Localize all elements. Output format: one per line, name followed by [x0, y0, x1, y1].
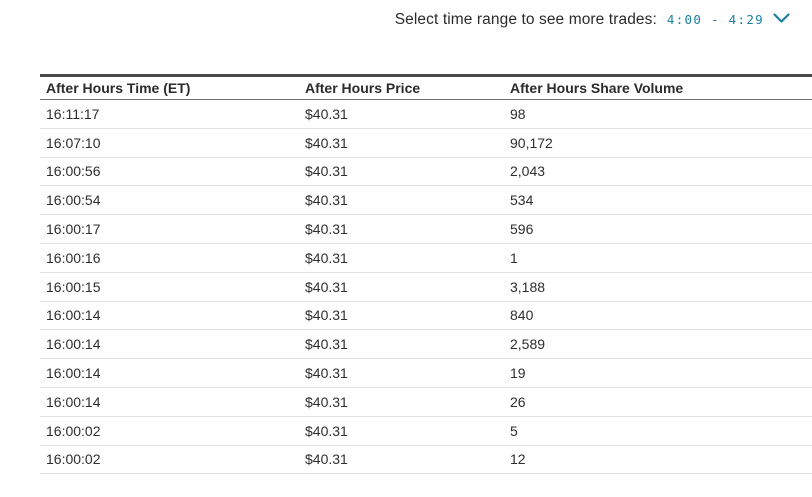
table-row: 16:00:14 $40.31 2,589 [40, 329, 812, 360]
table-row: 16:11:17 $40.31 98 [40, 99, 812, 129]
volume-cell: 534 [504, 185, 812, 216]
table-row: 16:00:14 $40.31 840 [40, 301, 812, 331]
volume-cell: 12 [504, 445, 812, 475]
price-cell: $40.31 [299, 272, 504, 302]
time-cell: 16:00:14 [40, 358, 299, 388]
time-cell: 16:00:14 [40, 329, 299, 360]
volume-cell: 3,188 [504, 272, 812, 302]
price-cell: $40.31 [299, 387, 504, 417]
price-cell: $40.31 [299, 214, 504, 244]
time-cell: 16:00:17 [40, 214, 299, 244]
volume-cell: 26 [504, 387, 812, 417]
after-hours-trades-section: After Hours Time (ET) After Hours Price … [40, 74, 812, 475]
time-cell: 16:11:17 [40, 99, 299, 129]
table-row: 16:00:56 $40.31 2,043 [40, 157, 812, 187]
price-cell: $40.31 [299, 128, 504, 158]
price-cell: $40.31 [299, 329, 504, 360]
time-cell: 16:00:14 [40, 301, 299, 331]
price-cell: $40.31 [299, 185, 504, 216]
volume-cell: 840 [504, 301, 812, 331]
volume-cell: 2,589 [504, 329, 812, 360]
time-cell: 16:00:02 [40, 416, 299, 446]
table-row: 16:00:02 $40.31 5 [40, 416, 812, 446]
table-row: 16:00:16 $40.31 1 [40, 243, 812, 273]
price-cell: $40.31 [299, 157, 504, 187]
volume-cell: 1 [504, 243, 812, 273]
chevron-down-icon [773, 12, 790, 27]
after-hours-trades-table: After Hours Time (ET) After Hours Price … [40, 74, 812, 475]
time-cell: 16:00:16 [40, 243, 299, 273]
price-cell: $40.31 [299, 358, 504, 388]
time-cell: 16:00:54 [40, 185, 299, 216]
table-row: 16:00:14 $40.31 26 [40, 387, 812, 417]
volume-cell: 596 [504, 214, 812, 244]
table-row: 16:00:17 $40.31 596 [40, 214, 812, 244]
time-cell: 16:00:56 [40, 157, 299, 187]
table-body: 16:11:17 $40.31 98 16:07:10 $40.31 90,172 16:0… [40, 99, 812, 475]
time-cell: 16:07:10 [40, 128, 299, 158]
time-range-dropdown[interactable]: 4:00 - 4:29 [667, 12, 790, 27]
column-header-time: After Hours Time (ET) [40, 75, 299, 100]
column-header-price: After Hours Price [299, 75, 504, 100]
time-cell: 16:00:15 [40, 272, 299, 302]
table-row: 16:00:54 $40.31 534 [40, 185, 812, 216]
table-row: 16:00:14 $40.31 19 [40, 358, 812, 388]
volume-cell: 2,043 [504, 157, 812, 187]
time-cell: 16:00:14 [40, 387, 299, 417]
volume-cell: 90,172 [504, 128, 812, 158]
column-header-volume: After Hours Share Volume [504, 75, 812, 100]
price-cell: $40.31 [299, 301, 504, 331]
table-row: 16:00:15 $40.31 3,188 [40, 272, 812, 302]
time-range-label: Select time range to see more trades: [394, 10, 657, 28]
time-range-value: 4:00 - 4:29 [666, 12, 764, 27]
table-row: 16:00:02 $40.31 12 [40, 445, 812, 475]
table-header-row: After Hours Time (ET) After Hours Price … [40, 75, 812, 100]
time-cell: 16:00:02 [40, 445, 299, 475]
price-cell: $40.31 [299, 416, 504, 446]
time-range-bar: Select time range to see more trades: 4:… [0, 0, 812, 30]
volume-cell: 98 [504, 99, 812, 129]
price-cell: $40.31 [299, 99, 504, 129]
price-cell: $40.31 [299, 445, 504, 475]
price-cell: $40.31 [299, 243, 504, 273]
table-row: 16:07:10 $40.31 90,172 [40, 128, 812, 158]
volume-cell: 19 [504, 358, 812, 388]
volume-cell: 5 [504, 416, 812, 446]
